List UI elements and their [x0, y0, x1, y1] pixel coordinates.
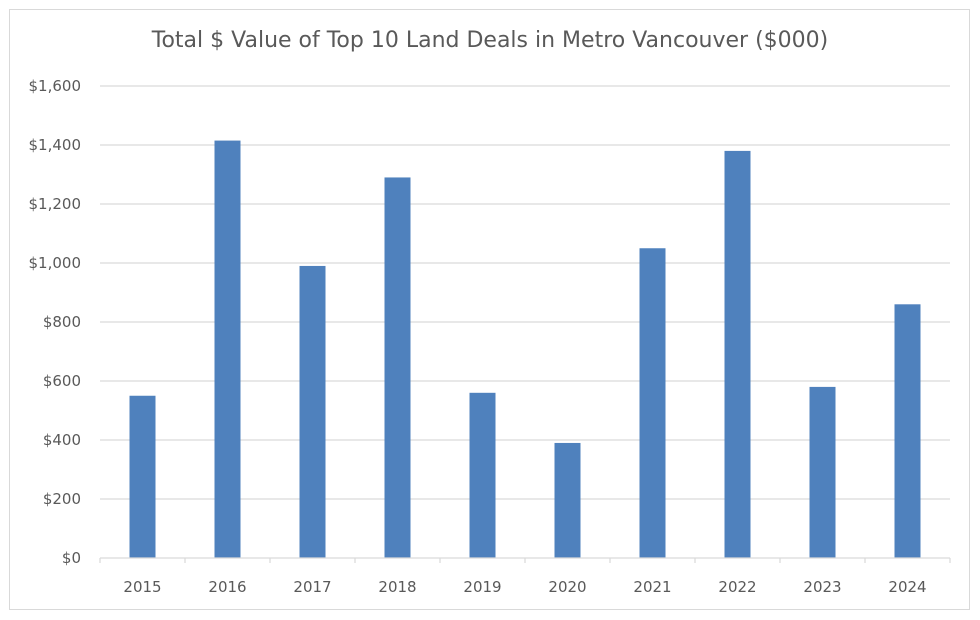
y-tick-label: $600	[43, 372, 81, 390]
x-tick-label: 2023	[803, 578, 841, 596]
x-tick-label: 2022	[718, 578, 756, 596]
x-tick-label: 2021	[633, 578, 671, 596]
bar-2019	[469, 392, 496, 558]
bar-2017	[299, 265, 326, 558]
bar-2024	[894, 304, 921, 558]
x-tick-label: 2017	[293, 578, 331, 596]
y-tick-label: $200	[43, 490, 81, 508]
bar-2023	[809, 386, 836, 558]
bar-2021	[639, 248, 666, 558]
chart-frame	[9, 9, 970, 610]
y-tick-label: $1,400	[29, 136, 82, 154]
y-tick-label: $1,200	[29, 195, 82, 213]
y-tick-label: $0	[62, 549, 81, 567]
x-tick-label: 2024	[888, 578, 926, 596]
bar-2020	[554, 442, 581, 558]
bar-2015	[129, 395, 156, 558]
y-tick-label: $400	[43, 431, 81, 449]
y-tick-label: $800	[43, 313, 81, 331]
bar-2022	[724, 150, 751, 558]
x-tick-label: 2018	[378, 578, 416, 596]
x-tick-label: 2020	[548, 578, 586, 596]
y-tick-label: $1,600	[29, 77, 82, 95]
x-tick-label: 2019	[463, 578, 501, 596]
chart-title: Total $ Value of Top 10 Land Deals in Me…	[151, 28, 829, 53]
x-tick-label: 2015	[123, 578, 161, 596]
bar-2016	[214, 140, 241, 558]
bar-2018	[384, 177, 411, 558]
x-tick-label: 2016	[208, 578, 246, 596]
y-tick-label: $1,000	[29, 254, 82, 272]
